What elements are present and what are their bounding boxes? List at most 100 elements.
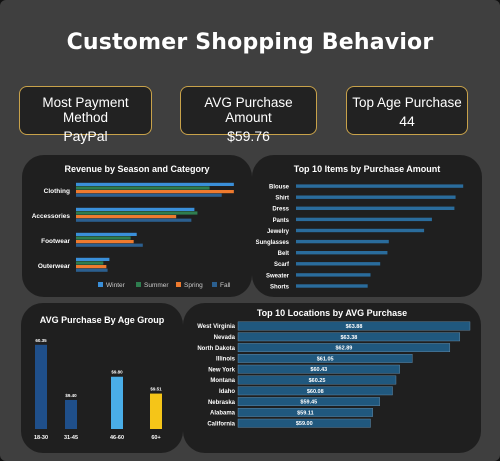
chart-top-locations: West Virginia $63.88 Nevada $63.38 North Dak… — [197, 321, 471, 428]
bar-summer — [76, 186, 210, 190]
location-label: Montana — [210, 378, 235, 384]
category-label: Clothing — [44, 188, 70, 195]
location-label: West Virginia — [197, 324, 235, 330]
data-label: $60.43 — [310, 367, 327, 373]
data-label: $62.89 — [335, 346, 352, 352]
legend-label: Summer — [144, 282, 169, 289]
item-bar — [296, 195, 456, 199]
legend-swatch — [98, 282, 103, 287]
location-bar — [237, 321, 471, 331]
legend-swatch — [212, 282, 217, 287]
kpi-label: Most Payment Method — [42, 95, 129, 125]
bar-winter — [76, 182, 234, 186]
bar-fall — [76, 193, 222, 197]
age-bar — [111, 376, 123, 429]
bar-winter — [76, 257, 110, 261]
location-label: New York — [208, 367, 235, 373]
location-bar — [237, 397, 380, 407]
location-label: Nevada — [214, 335, 236, 341]
kpi-card-top-age: Top Age Purchase 44 — [346, 86, 468, 135]
kpi-value: PayPal — [63, 128, 108, 144]
age-bar — [150, 393, 162, 429]
item-label: Shorts — [270, 284, 290, 290]
location-label: California — [207, 421, 235, 427]
item-bar — [296, 217, 432, 222]
legend-label: Spring — [184, 282, 203, 289]
data-label: 60.35 — [35, 338, 47, 343]
data-label: $60.25 — [309, 378, 326, 384]
location-label: North Dakota — [197, 346, 235, 352]
panel-top-locations: Top 10 Locations by AVG Purchase West Vi… — [183, 303, 481, 453]
dashboard-title: Customer Shopping Behavior — [66, 30, 434, 55]
age-bar — [35, 344, 47, 429]
item-bar — [296, 284, 368, 288]
bar-spring — [76, 215, 177, 219]
location-bar — [237, 364, 400, 374]
chart-top-items: Blouse Shirt Dress Pants Jewelry Sunglasses Be… — [256, 184, 464, 290]
location-bar — [237, 407, 373, 417]
data-label: $9.51 — [150, 387, 162, 392]
item-label: Sweater — [266, 273, 290, 279]
location-label: Nebraska — [208, 400, 236, 406]
location-label: Illinois — [216, 357, 236, 363]
item-label: Pants — [273, 218, 290, 224]
location-bar — [237, 343, 451, 353]
chart-title: Top 10 Locations by AVG Purchase — [256, 308, 408, 318]
data-label: $59.11 — [297, 410, 314, 416]
age-bar — [65, 399, 77, 429]
legend-swatch — [176, 282, 181, 287]
legend-label: Fall — [220, 282, 231, 289]
bar-fall — [76, 218, 192, 222]
kpi-label: AVG Purchase Amount — [204, 95, 293, 125]
bar-fall — [76, 268, 108, 272]
bar-spring — [76, 190, 234, 194]
data-label: $63.88 — [346, 324, 363, 330]
kpi-card-avg-purchase: AVG Purchase Amount $59.76 — [180, 86, 317, 144]
age-tick-label: 60+ — [151, 435, 160, 441]
age-tick-label: 31-45 — [64, 435, 78, 441]
item-label: Blouse — [269, 185, 290, 191]
bar-spring — [76, 240, 134, 244]
panel-top-items: Top 10 Items by Purchase Amount Blouse Sh… — [252, 155, 482, 297]
kpi-value: 44 — [399, 113, 415, 129]
location-bar — [237, 354, 413, 363]
data-label: $60.08 — [307, 389, 324, 395]
bar-winter — [76, 232, 137, 236]
bar-summer — [76, 236, 131, 240]
bar-winter — [76, 207, 195, 211]
age-tick-label: 18-30 — [34, 435, 48, 441]
item-bar — [296, 228, 425, 233]
data-label: $9.80 — [111, 370, 123, 375]
data-label: $61.05 — [317, 356, 334, 362]
item-label: Scarf — [274, 262, 290, 268]
item-bar — [296, 239, 389, 244]
item-label: Sunglasses — [256, 240, 290, 246]
item-bar — [296, 273, 371, 277]
panel-age-group: AVG Purchase By Age Group 60.35 18-30 $9.4… — [21, 303, 183, 453]
location-bar — [237, 386, 393, 396]
item-label: Jewelry — [267, 229, 290, 235]
chart-title: Top 10 Items by Purchase Amount — [293, 164, 441, 174]
data-label: $63.38 — [340, 335, 357, 341]
item-bar — [296, 262, 381, 266]
panel-revenue-season: Revenue by Season and Category Clothing A… — [22, 155, 252, 297]
kpi-label: Top Age Purchase — [352, 95, 462, 110]
legend-swatch — [136, 282, 141, 287]
item-label: Shirt — [275, 196, 289, 202]
chart-title: AVG Purchase By Age Group — [39, 315, 165, 325]
location-bar — [237, 418, 371, 428]
data-label: $59.45 — [300, 400, 317, 406]
location-bar — [237, 375, 397, 385]
kpi-value: $59.76 — [227, 128, 270, 144]
bar-summer — [76, 211, 198, 215]
item-bar — [296, 206, 455, 210]
item-bar — [296, 251, 388, 255]
kpi-card-payment-method: Most Payment Method PayPal — [19, 86, 152, 144]
data-label: $9.40 — [65, 393, 77, 398]
location-label: Idaho — [219, 389, 235, 395]
location-label: Alabama — [210, 411, 236, 417]
legend-label: Winter — [106, 282, 126, 289]
age-tick-label: 46-60 — [110, 435, 124, 441]
chart-title: Revenue by Season and Category — [64, 164, 210, 174]
